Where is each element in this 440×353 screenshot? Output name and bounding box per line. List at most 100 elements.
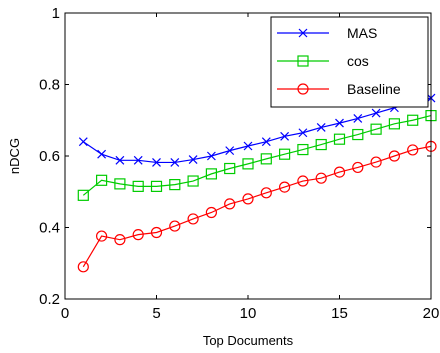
data-point-baseline [77,261,89,273]
y-tick-label: 0.4 [39,220,60,237]
data-point-mas [335,118,344,128]
y-tick-label: 0.6 [39,148,60,165]
data-point-mas [353,114,363,123]
data-point-mas [188,155,198,164]
data-point-mas-stroke [243,141,253,151]
data-point-mas-stroke [97,149,107,159]
data-point-mas [225,146,235,156]
legend-item-cos: cos [277,53,369,69]
data-point-mas [115,155,125,165]
y-axis-label: nDCG [7,138,22,174]
data-point-baseline [132,229,144,241]
data-point-cos [187,175,199,187]
data-point-cos [95,174,108,186]
data-point-cos [169,179,181,191]
data-point-mas [133,155,143,165]
data-point-mas [243,141,253,151]
legend-marker-mas [298,28,308,38]
x-tick-label: 5 [152,305,160,322]
legend-marker-mas-stroke [298,28,308,38]
x-tick-label: 20 [423,305,440,322]
series-baseline [77,140,437,273]
data-point-cos [297,143,309,156]
data-point-mas-stroke [206,151,216,161]
series-mas [78,93,436,167]
legend-marker-baseline [297,83,309,95]
legend-item-mas: MAS [277,25,377,41]
legend-item-baseline: Baseline [277,81,401,97]
data-point-mas-stroke [335,118,344,128]
data-point-mas [298,128,308,138]
legend: MAS cos Baseline [270,16,429,108]
data-point-cos [114,178,126,190]
legend-label: cos [347,53,369,69]
data-point-cos [352,128,364,141]
data-point-baseline [114,234,126,246]
data-point-mas [152,158,161,167]
x-tick-label: 10 [240,305,257,322]
data-point-baseline [297,175,309,187]
data-point-mas-stroke [298,128,308,138]
data-point-cos [333,133,346,145]
data-point-baseline [333,166,346,178]
x-tick-label: 0 [61,305,69,322]
data-point-mas-stroke [115,155,125,165]
data-point-mas [170,158,180,167]
data-point-baseline [242,193,254,205]
data-point-baseline [260,187,272,199]
series-line-mas [82,97,432,164]
data-point-baseline [352,161,364,174]
data-point-cos [132,180,144,192]
legend-label: MAS [347,25,377,41]
data-point-mas-stroke [133,155,143,165]
y-tick-label: 0.8 [39,77,60,94]
data-point-mas-stroke [280,131,290,141]
data-point-cos [150,180,163,192]
data-point-baseline [187,213,199,225]
data-point-cos [279,148,291,160]
y-tick-label: 1 [52,5,60,22]
data-point-mas [316,122,326,132]
data-point-mas [97,149,107,159]
data-point-baseline [279,181,291,193]
data-point-mas-stroke [316,122,326,132]
data-point-mas-stroke [261,137,271,147]
data-point-mas-stroke [152,158,161,167]
legend-label: Baseline [347,81,401,97]
data-point-mas-stroke [170,158,180,167]
data-point-mas [280,131,290,141]
data-point-cos [242,158,254,170]
data-point-baseline [205,206,217,219]
series-cos [77,110,437,201]
legend-box [270,16,429,108]
data-point-mas-stroke [371,108,381,118]
data-point-cos [77,189,89,201]
legend-marker-cos [297,55,309,67]
data-point-baseline [150,226,163,239]
data-point-mas [261,137,271,147]
series-line-baseline [82,145,432,268]
data-point-mas-stroke [225,146,235,156]
data-point-mas [371,108,381,118]
data-point-cos [388,118,400,130]
y-tick-label: 0.2 [39,291,60,308]
data-point-mas-stroke [78,137,88,147]
data-point-baseline [224,198,236,210]
data-point-cos [205,168,217,180]
data-point-cos [370,123,382,135]
data-point-mas [206,151,216,161]
data-point-cos [315,138,327,151]
data-point-cos [407,114,419,126]
data-point-mas-stroke [188,155,198,164]
data-point-mas [78,137,88,147]
data-point-cos [224,162,236,175]
data-point-baseline [388,150,400,162]
data-point-mas-stroke [353,114,363,123]
series-line-cos [82,115,432,196]
data-point-baseline [95,230,108,242]
data-point-baseline [315,172,327,184]
data-point-baseline [169,220,181,232]
data-point-baseline [407,144,419,156]
data-point-cos [260,153,272,165]
